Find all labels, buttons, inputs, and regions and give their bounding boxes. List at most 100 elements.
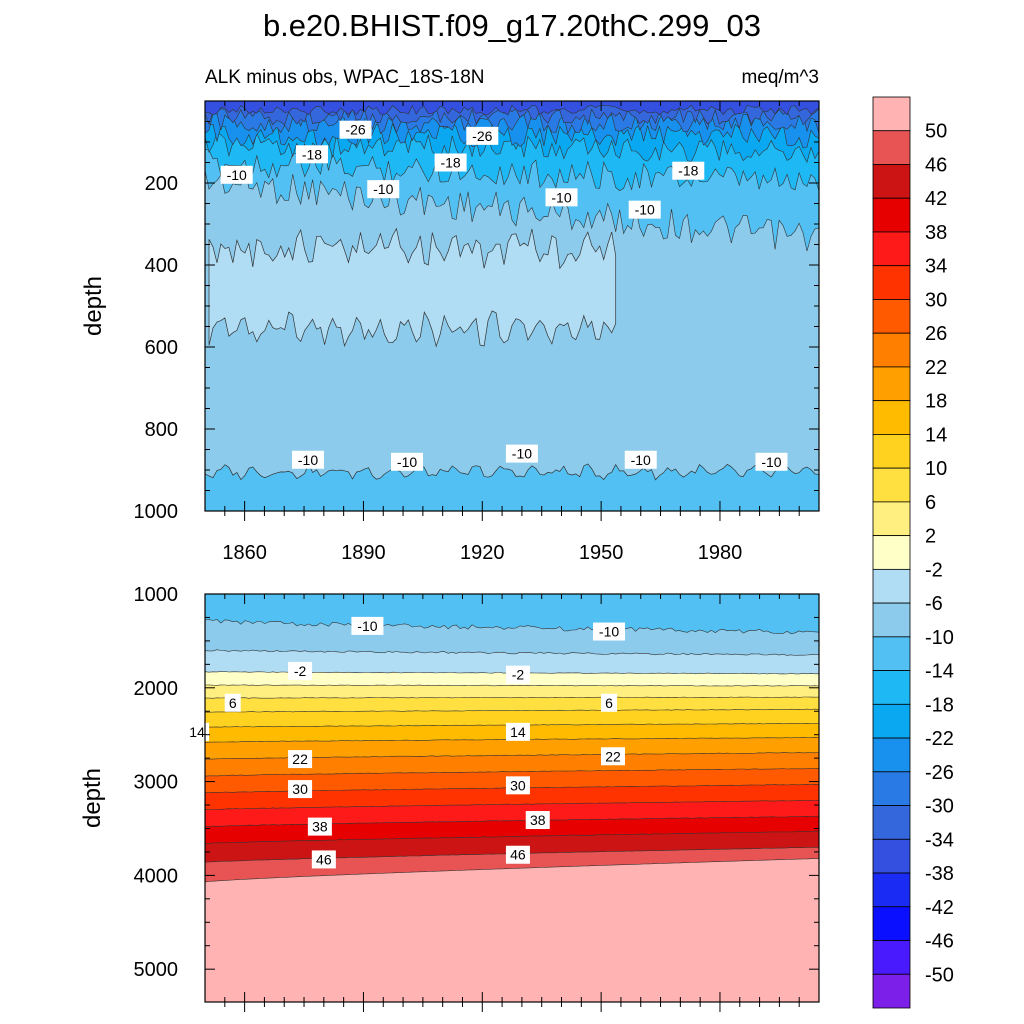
upper-y-tick-label: 400 [145,255,178,277]
colorbar-swatch [872,872,911,908]
lower-label-box [505,845,530,864]
upper-contour-label: -18 [678,163,698,179]
colorbar-swatch [872,906,911,941]
upper-y-axis-label: depth [80,276,107,336]
upper-contour-label: -10 [761,454,781,470]
colorbar-label: 50 [925,121,947,143]
lower-contour-label: 38 [312,819,328,835]
colorbar-swatch [872,535,911,570]
colorbar-swatch [872,973,911,1009]
lower-y-tick-label: 3000 [134,772,179,794]
colorbar-label: 6 [925,492,936,514]
lower-contour-label: 38 [530,812,546,828]
upper-label-box [434,153,467,172]
upper-contour-labels: -26 -26 -18 -18 -18 -10 -10 -10 -10 -10 -10 -10 -10 -… [220,120,788,471]
colorbar-swatch [872,434,911,469]
lower-panel: -10 -10 -2 -2 6 6 14 14 22 22 30 30 38 38 46 46 1000 200… [79,584,820,1012]
colorbar-label: 26 [925,323,947,345]
lower-y-axis-label: depth [79,768,106,828]
upper-label-box [545,188,578,207]
upper-panel: -26 -26 -18 -18 -18 -10 -10 -10 -10 -10 -10 -10 -10 -… [80,100,820,564]
colorbar-swatch [872,265,911,300]
colorbar-swatch [872,602,911,638]
lower-contour-label: -10 [599,624,619,640]
upper-contour-label: -10 [397,454,417,470]
chart-title: b.e20.BHIST.f09_g17.20thC.299_03 [263,8,761,43]
colorbar-label: -6 [925,593,943,615]
lower-contour-label: -10 [357,618,377,634]
upper-light-patch [208,227,617,348]
upper-contour-label: -26 [345,122,365,138]
upper-axis-ticks: 1860 1890 1920 1950 1980 200 400 600 800 1000 [134,100,819,564]
lower-label-box [601,693,618,712]
upper-contour-label: -10 [227,167,247,183]
lower-contour-label: 6 [229,695,237,711]
colorbar-swatch [872,568,911,604]
upper-y-tick-label: 1000 [134,501,179,523]
colorbar-swatch [872,940,911,975]
lower-contour-label: 30 [292,781,308,797]
lower-contour-label: 46 [510,847,526,863]
colorbar-label: -50 [925,964,954,986]
colorbar-swatch [872,96,911,132]
colorbar-swatch [872,400,911,435]
lower-y-tick-label: 5000 [134,959,179,981]
lower-label-box [311,850,336,869]
upper-y-tick-label: 800 [145,419,178,441]
colorbar-label: 42 [925,188,947,210]
colorbar-label: -14 [925,661,954,683]
colorbar-swatch [872,703,911,739]
upper-contour-label: -10 [512,446,532,462]
upper-contour-label: -10 [635,202,655,218]
colorbar-swatch [872,366,911,402]
colorbar-label: 14 [925,424,947,446]
lower-label-box [505,776,530,795]
colorbar-label: 10 [925,458,947,480]
colorbar-swatch [872,501,911,537]
colorbar-swatch [872,197,911,233]
upper-y-tick-label: 600 [145,337,178,359]
lower-label-box [288,750,313,769]
colorbar-swatch [872,299,911,334]
colorbar-label: -34 [925,829,954,851]
lower-axis-ticks: 1000 2000 3000 4000 5000 [134,584,819,1012]
colorbar-label: 46 [925,154,947,176]
colorbar-label: -38 [925,863,954,885]
lower-contour-label: 6 [605,695,613,711]
lower-contour-label: 22 [605,748,621,764]
upper-contour-label: -10 [631,452,651,468]
lower-label-box [601,747,626,766]
lower-label-box [307,817,332,836]
upper-label-box [220,165,253,184]
colorbar-label: 38 [925,222,947,244]
upper-deep-band [205,463,819,511]
lower-contour-label: -2 [294,663,307,679]
lower-y-tick-label: 2000 [134,678,179,700]
colorbar-swatch [872,332,911,368]
colorbar-swatch [872,164,911,199]
upper-label-box [624,450,657,469]
upper-label-box [367,180,400,199]
lower-label-box [525,811,550,830]
colorbar-swatch [872,805,911,840]
lower-label-box [351,616,384,635]
lower-contour-labels: -10 -10 -2 -2 6 6 14 14 22 22 30 30 38 38 46 46 [185,616,626,869]
lower-label-box [593,622,626,641]
upper-x-tick-label: 1890 [341,542,386,564]
lower-label-box [288,661,313,680]
lower-contour-band [205,858,819,1002]
left-subtitle: ALK minus obs, WPAC_18S-18N [205,67,485,88]
units-subtitle: meq/m^3 [741,67,819,88]
upper-contour-label: -18 [440,155,460,171]
lower-y-tick-label: 1000 [134,584,179,606]
lower-label-box [505,722,530,741]
upper-label-box [672,161,705,180]
colorbar-label: 22 [925,357,947,379]
lower-contour-label: -2 [512,667,525,683]
upper-x-tick-label: 1950 [579,542,624,564]
upper-x-tick-label: 1920 [460,542,505,564]
lower-contour-label: 14 [189,724,205,740]
colorbar-swatch [872,467,911,503]
colorbar-label: 30 [925,289,947,311]
upper-y-tick-label: 200 [145,173,178,195]
